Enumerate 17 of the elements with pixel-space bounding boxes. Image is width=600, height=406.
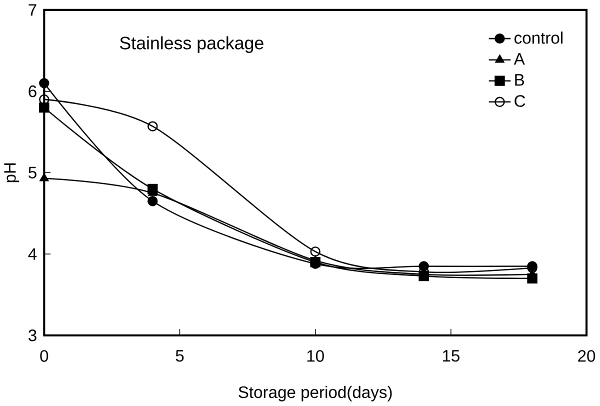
y-tick-label: 3 [28, 330, 36, 342]
y-tick-label: 7 [28, 4, 36, 16]
legend-label: C [514, 95, 526, 108]
text: Stainless package [120, 36, 264, 54]
x-tick-label: 15 [442, 350, 460, 362]
x-tick-label: 0 [40, 350, 48, 362]
y-tick-label: 6 [28, 86, 36, 98]
y-tick-label: 5 [28, 167, 36, 179]
x-axis-title: Storage period(days) [238, 386, 392, 402]
legend-label: A [514, 53, 525, 65]
x-tick-label: 20 [578, 350, 596, 362]
x-tick-label: 5 [176, 350, 184, 362]
legend-label: B [515, 74, 524, 86]
legend-label: control [514, 32, 563, 44]
y-axis-title: pH [4, 164, 20, 182]
y-tick-label: 4 [28, 248, 37, 260]
x-tick-label: 10 [307, 350, 324, 362]
